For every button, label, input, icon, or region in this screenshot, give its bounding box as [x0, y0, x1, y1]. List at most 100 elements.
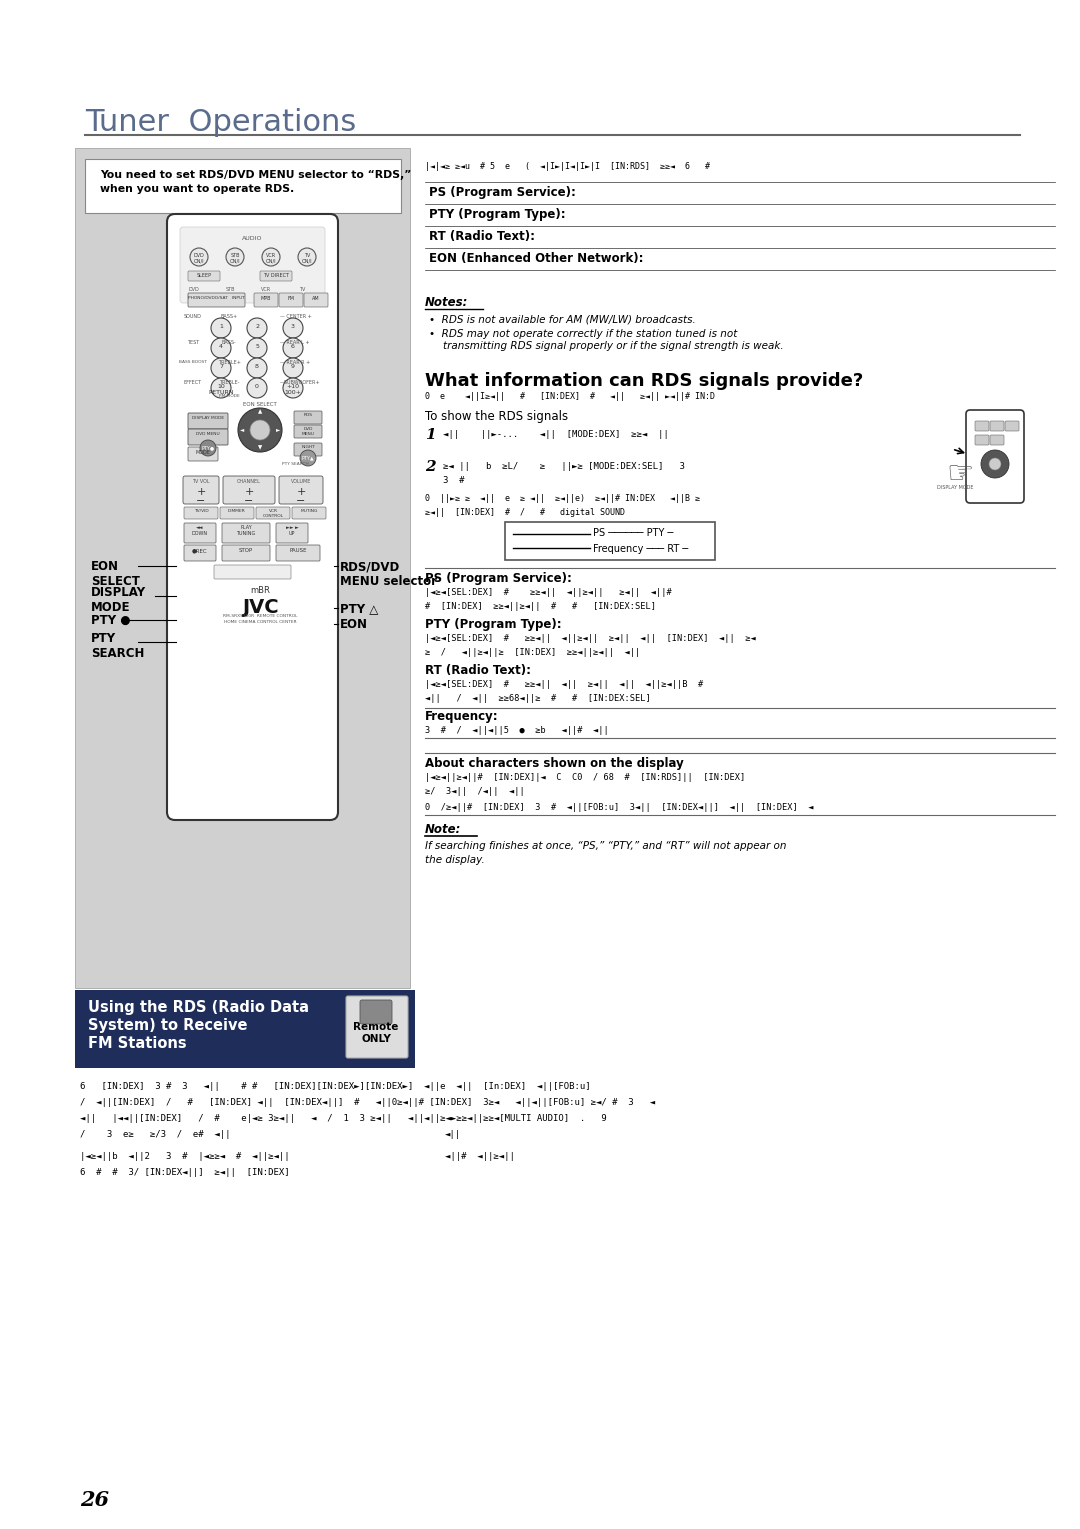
FancyBboxPatch shape	[990, 434, 1004, 445]
Text: |◄≥◄[SEL:DEX]  #   ≥≥◄||  ◄||  ≥◄||  ◄||  ◄||≥◄||B  #: |◄≥◄[SEL:DEX] # ≥≥◄|| ◄|| ≥◄|| ◄|| ◄||≥◄…	[426, 680, 703, 690]
Text: ●REC: ●REC	[192, 547, 207, 553]
Text: ≥  /   ◄||≥◄||≥  [IN:DEX]  ≥≥◄||≥◄||  ◄||: ≥ / ◄||≥◄||≥ [IN:DEX] ≥≥◄||≥◄|| ◄||	[426, 648, 640, 657]
Text: 7: 7	[219, 364, 222, 368]
Text: EON: EON	[340, 618, 368, 631]
Text: DVD: DVD	[189, 287, 200, 292]
Text: ◄||#  ◄||≥◄||: ◄||# ◄||≥◄||	[445, 1151, 515, 1161]
Text: PS (Program Service):: PS (Program Service):	[426, 572, 572, 586]
Text: EON (Enhanced Other Network):: EON (Enhanced Other Network):	[429, 252, 644, 265]
FancyBboxPatch shape	[184, 523, 216, 543]
Text: HOME CINEMA CONTROL CENTER: HOME CINEMA CONTROL CENTER	[224, 619, 296, 624]
Text: STB: STB	[226, 287, 234, 292]
Text: |◄≥◄[SEL:DEX]  #    ≥≥◄||  ◄||≥◄||   ≥◄||  ◄||#: |◄≥◄[SEL:DEX] # ≥≥◄|| ◄||≥◄|| ≥◄|| ◄||#	[426, 589, 672, 596]
Text: /    3  e≥   ≥/3  /  e#  ◄||: / 3 e≥ ≥/3 / e# ◄||	[80, 1130, 230, 1139]
FancyBboxPatch shape	[346, 995, 408, 1058]
Text: when you want to operate RDS.: when you want to operate RDS.	[100, 183, 294, 194]
Circle shape	[226, 248, 244, 266]
FancyBboxPatch shape	[222, 523, 270, 543]
Circle shape	[211, 358, 231, 378]
Text: TREBLE-: TREBLE-	[219, 381, 240, 385]
Text: •  RDS is not available for AM (MW/LW) broadcasts.: • RDS is not available for AM (MW/LW) br…	[429, 313, 696, 324]
Text: DISPLAY MODE: DISPLAY MODE	[936, 485, 973, 489]
Text: +10
100+: +10 100+	[284, 384, 301, 394]
Text: TV: TV	[299, 287, 306, 292]
Text: PLAY
TUNING: PLAY TUNING	[237, 524, 256, 535]
Text: PTY ●: PTY ●	[91, 615, 131, 627]
FancyBboxPatch shape	[75, 148, 410, 988]
Circle shape	[247, 338, 267, 358]
Text: VOLUME: VOLUME	[291, 479, 311, 485]
FancyBboxPatch shape	[222, 476, 275, 505]
Text: PTY
SEARCH: PTY SEARCH	[91, 631, 145, 661]
Text: TV VOL: TV VOL	[192, 479, 210, 485]
Text: — CENTER +: — CENTER +	[280, 313, 312, 320]
Text: RT (Radio Text):: RT (Radio Text):	[426, 664, 531, 677]
Text: 3  #  /  ◄||◄||5  ●  ≥b   ◄||#  ◄||: 3 # / ◄||◄||5 ● ≥b ◄||# ◄||	[426, 726, 609, 735]
Circle shape	[190, 248, 208, 266]
Text: BASS-: BASS-	[221, 339, 237, 346]
Text: #  [IN:DEX]  ≥≥◄||≥◄||  #   #   [IN:DEX:SEL]: # [IN:DEX] ≥≥◄||≥◄|| # # [IN:DEX:SEL]	[426, 602, 656, 612]
FancyBboxPatch shape	[303, 294, 328, 307]
Circle shape	[247, 378, 267, 398]
Text: EFFECT: EFFECT	[184, 381, 202, 385]
Text: Note:: Note:	[426, 823, 461, 836]
Text: ►► ►
UP: ►► ► UP	[285, 524, 298, 535]
Text: PAUSE: PAUSE	[289, 547, 307, 553]
Text: the display.: the display.	[426, 855, 485, 865]
Text: MODE: MODE	[195, 450, 211, 456]
Text: ◄◄
DOWN: ◄◄ DOWN	[192, 524, 208, 535]
Text: RT (Radio Text):: RT (Radio Text):	[429, 229, 535, 243]
Text: 3  #: 3 #	[443, 476, 464, 485]
Text: DISPLAY MODE: DISPLAY MODE	[192, 416, 224, 420]
Circle shape	[249, 420, 270, 440]
Text: TV
ON/I: TV ON/I	[301, 252, 312, 265]
FancyBboxPatch shape	[180, 226, 325, 303]
Text: ◄: ◄	[240, 427, 244, 433]
Circle shape	[283, 358, 303, 378]
Text: About characters shown on the display: About characters shown on the display	[426, 757, 684, 771]
Text: DIMMER: DIMMER	[228, 509, 246, 514]
FancyBboxPatch shape	[990, 420, 1004, 431]
Text: transmitting RDS signal properly or if the signal strength is weak.: transmitting RDS signal properly or if t…	[443, 341, 784, 352]
Text: 8: 8	[255, 364, 259, 368]
Text: VCR
CONTROL: VCR CONTROL	[262, 509, 283, 518]
Text: PTY (Program Type):: PTY (Program Type):	[429, 208, 566, 222]
Text: STB
ON/I: STB ON/I	[230, 252, 241, 265]
Text: Frequency:: Frequency:	[426, 709, 499, 723]
Text: RM-SRXS100R  REMOTE CONTROL: RM-SRXS100R REMOTE CONTROL	[222, 615, 297, 618]
Text: ◄||   /  ◄||  ≥≥68◄||≥  #   #  [IN:DEX:SEL]: ◄|| / ◄|| ≥≥68◄||≥ # # [IN:DEX:SEL]	[426, 694, 651, 703]
FancyBboxPatch shape	[184, 508, 218, 518]
Text: AM: AM	[312, 297, 320, 301]
Text: CHANNEL: CHANNEL	[238, 479, 261, 485]
Text: |◄≥◄[SEL:DEX]  #   ≥≥◄||  ◄||≥◄||  ≥◄||  ◄||  [IN:DEX]  ◄||  ≥◄: |◄≥◄[SEL:DEX] # ≥≥◄|| ◄||≥◄|| ≥◄|| ◄|| […	[426, 635, 756, 644]
Text: |◄|◄≥ ≥◄u  # 5  e   (  ◄|I►|I◄|I►|I  [IN:RDS]  ≥≥◄  6   #: |◄|◄≥ ≥◄u # 5 e ( ◄|I►|I◄|I►|I [IN:RDS] …	[426, 162, 710, 171]
Text: RDS: RDS	[303, 413, 312, 417]
FancyBboxPatch shape	[975, 434, 989, 445]
FancyBboxPatch shape	[276, 544, 320, 561]
Text: ►: ►	[275, 427, 280, 433]
FancyBboxPatch shape	[75, 989, 415, 1067]
FancyBboxPatch shape	[279, 294, 303, 307]
Text: EON
ENTER: EON ENTER	[252, 430, 268, 437]
Circle shape	[262, 248, 280, 266]
Text: 6: 6	[292, 344, 295, 349]
Text: SOUND: SOUND	[184, 313, 202, 320]
Text: You need to set RDS/DVD MENU selector to “RDS,”: You need to set RDS/DVD MENU selector to…	[100, 170, 411, 180]
Circle shape	[200, 440, 216, 456]
Text: 6   [IN:DEX]  3 #  3   ◄||    # #   [IN:DEX][IN:DEX►][IN:DEX►]  ◄||e  ◄||  [In:D: 6 [IN:DEX] 3 # 3 ◄|| # # [IN:DEX][IN:DEX…	[80, 1083, 591, 1092]
Text: |◄≥◄||b  ◄||2   3  #  |◄≥≥◄  #  ◄||≥◄||: |◄≥◄||b ◄||2 3 # |◄≥≥◄ # ◄||≥◄||	[80, 1151, 289, 1161]
Text: To show the RDS signals: To show the RDS signals	[426, 410, 568, 424]
Text: MPB: MPB	[260, 297, 271, 301]
Text: PTY●: PTY●	[202, 445, 215, 450]
Text: FM MODE: FM MODE	[218, 394, 240, 398]
Text: Notes:: Notes:	[426, 297, 469, 309]
Text: DISPLAY
MODE: DISPLAY MODE	[91, 586, 146, 615]
Text: 0  ||►≥ ≥  ◄||  e  ≥ ◄||  ≥◄||e)  ≥◄||# IN:DEX   ◄||B ≥: 0 ||►≥ ≥ ◄|| e ≥ ◄|| ≥◄||e) ≥◄||# IN:DEX…	[426, 494, 700, 503]
Text: ▲: ▲	[258, 408, 262, 414]
Text: FM Stations: FM Stations	[87, 1037, 187, 1050]
FancyBboxPatch shape	[256, 508, 291, 518]
Text: ◄||    ||►-...    ◄||  [MODE:DEX]  ≥≥◄  ||: ◄|| ||►-... ◄|| [MODE:DEX] ≥≥◄ ||	[443, 430, 669, 439]
Text: 0: 0	[255, 384, 259, 388]
FancyBboxPatch shape	[184, 544, 216, 561]
FancyBboxPatch shape	[966, 410, 1024, 503]
